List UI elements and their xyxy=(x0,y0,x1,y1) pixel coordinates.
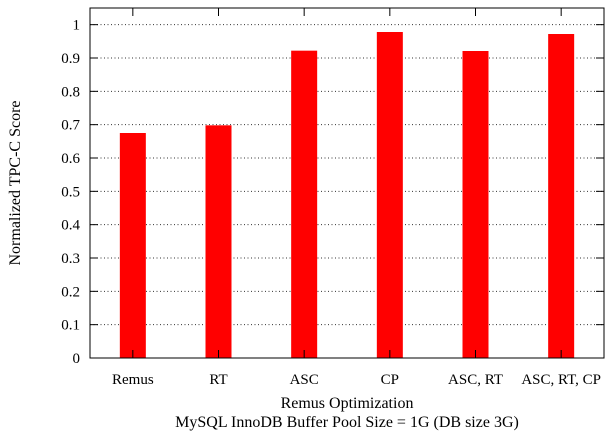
y-tick-label: 0.4 xyxy=(61,218,80,234)
bar xyxy=(119,133,146,358)
chart-caption: MySQL InnoDB Buffer Pool Size = 1G (DB s… xyxy=(175,414,519,431)
plot-frame xyxy=(89,7,605,359)
y-tick-label: 0.2 xyxy=(61,284,80,300)
y-tick-label: 0.3 xyxy=(61,251,80,267)
x-tick-label: Remus xyxy=(112,372,154,388)
y-tick-label: 0.7 xyxy=(61,118,80,134)
y-tick-label: 1 xyxy=(73,18,81,34)
y-axis-ticks: 0 0.1 0.2 0.3 0.4 0.5 0.6 0.7 0.8 0.9 1 xyxy=(61,18,604,367)
bars xyxy=(119,32,575,359)
bar xyxy=(548,34,575,358)
y-tick-label: 0.6 xyxy=(61,151,80,167)
gridlines xyxy=(90,24,604,326)
bar xyxy=(462,51,489,358)
bar xyxy=(291,50,318,359)
y-tick-label: 0.8 xyxy=(61,84,80,100)
x-axis-label: Remus Optimization xyxy=(281,395,414,412)
y-tick-label: 0.1 xyxy=(61,318,80,334)
x-tick-label: ASC xyxy=(290,372,319,388)
y-tick-label: 0.9 xyxy=(61,51,80,67)
y-axis-label: Normalized TPC-C Score xyxy=(7,100,24,265)
y-tick-label: 0.5 xyxy=(61,184,80,200)
x-tick-label: ASC, RT xyxy=(448,372,503,388)
y-tick-label: 0 xyxy=(73,351,81,367)
x-axis-ticks: Remus RT ASC CP ASC, RT ASC, RT, CP xyxy=(112,8,601,388)
x-tick-label: ASC, RT, CP xyxy=(521,372,601,388)
bar xyxy=(205,125,232,358)
x-tick-label: CP xyxy=(381,372,399,388)
x-tick-label: RT xyxy=(209,372,227,388)
bar xyxy=(376,32,403,358)
